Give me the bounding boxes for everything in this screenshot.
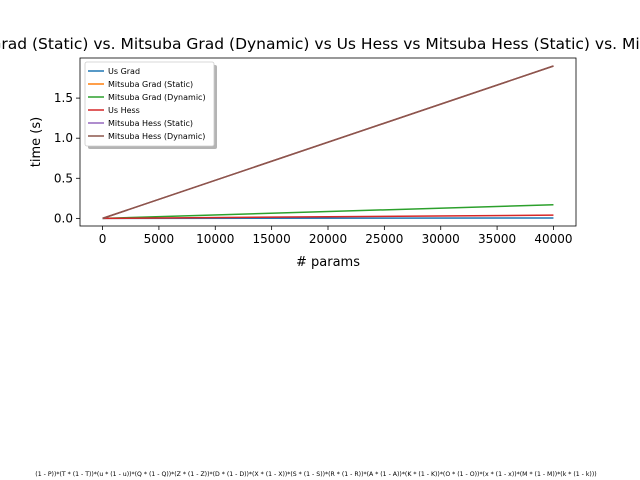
x-tick-label: 15000 (253, 232, 291, 246)
legend-label: Us Hess (108, 106, 140, 115)
legend-label: Us Grad (108, 67, 140, 76)
x-tick-label: 35000 (478, 232, 516, 246)
legend-label: Mitsuba Grad (Dynamic) (108, 93, 206, 102)
legend: Us Grad Mitsuba Grad (Static) Mitsuba Grad… (84, 61, 217, 149)
legend-label: Mitsuba Hess (Dynamic) (108, 132, 205, 141)
y-axis-label: time (s) (29, 117, 44, 167)
x-tick-label: 40000 (534, 232, 572, 246)
x-tick-label: 30000 (422, 232, 460, 246)
y-tick-label: 0.0 (54, 211, 73, 225)
series-line-3 (102, 203, 554, 220)
y-tick-label: 1.0 (54, 131, 73, 145)
x-axis-ticks: 0 5000 10000 15000 20000 25000 30000 35000 40000 (99, 226, 573, 246)
x-tick-label: 0 (99, 232, 107, 246)
x-axis-label: # params (296, 255, 360, 270)
x-tick-label: 10000 (196, 232, 234, 246)
series-layer (102, 65, 554, 220)
footer-formula-text: (1 - P))*(T * (1 - T))*(u * (1 - u))*(Q … (35, 471, 596, 478)
y-tick-label: 1.5 (54, 91, 73, 105)
x-tick-label: 20000 (309, 232, 347, 246)
chart-title: Us Grad vs. Mitsuba Grad (Static) vs. Mi… (0, 35, 640, 53)
y-axis-ticks: 0.0 0.5 1.0 1.5 (54, 91, 80, 225)
y-tick-label: 0.5 (54, 171, 73, 185)
x-tick-label: 25000 (365, 232, 403, 246)
x-tick-label: 5000 (144, 232, 175, 246)
series-line-6 (102, 65, 554, 220)
legend-label: Mitsuba Grad (Static) (108, 80, 193, 89)
series-line-4 (102, 214, 554, 220)
legend-box (84, 61, 215, 147)
legend-entries: Us Grad Mitsuba Grad (Static) Mitsuba Grad… (88, 67, 206, 141)
legend-label: Mitsuba Hess (Static) (108, 119, 193, 128)
